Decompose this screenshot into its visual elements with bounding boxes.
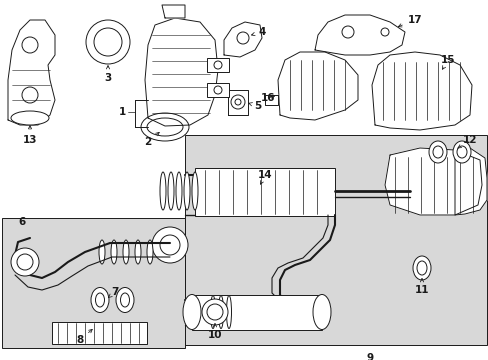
Ellipse shape	[416, 261, 426, 275]
Ellipse shape	[11, 111, 49, 125]
Polygon shape	[224, 22, 262, 57]
Polygon shape	[384, 148, 481, 215]
Circle shape	[380, 28, 388, 36]
Ellipse shape	[147, 240, 153, 264]
Circle shape	[86, 20, 130, 64]
Polygon shape	[8, 20, 55, 125]
Text: 6: 6	[19, 217, 25, 227]
Ellipse shape	[95, 293, 104, 307]
Ellipse shape	[99, 240, 105, 264]
Circle shape	[11, 248, 39, 276]
Circle shape	[22, 37, 38, 53]
Polygon shape	[227, 90, 247, 115]
Bar	[52, 322, 147, 344]
Bar	[195, 168, 334, 216]
Ellipse shape	[120, 293, 129, 307]
Ellipse shape	[210, 296, 215, 328]
Ellipse shape	[141, 113, 189, 141]
Circle shape	[17, 254, 33, 270]
Polygon shape	[162, 5, 184, 18]
Circle shape	[22, 87, 38, 103]
Circle shape	[202, 299, 227, 325]
Bar	[184, 135, 486, 345]
Text: 16: 16	[260, 93, 275, 103]
Text: 17: 17	[398, 15, 422, 27]
Text: 2: 2	[144, 132, 159, 147]
Circle shape	[230, 95, 244, 109]
Circle shape	[160, 235, 180, 255]
Circle shape	[237, 32, 248, 44]
Ellipse shape	[226, 296, 231, 328]
Circle shape	[214, 86, 222, 94]
Ellipse shape	[312, 294, 330, 329]
Bar	[192, 295, 321, 330]
Text: 11: 11	[414, 279, 428, 295]
Circle shape	[235, 99, 241, 105]
Bar	[206, 58, 228, 72]
Ellipse shape	[218, 296, 223, 328]
Ellipse shape	[111, 240, 117, 264]
Ellipse shape	[160, 172, 165, 210]
Ellipse shape	[147, 118, 183, 136]
Circle shape	[214, 61, 222, 69]
Text: 14: 14	[257, 170, 272, 184]
Polygon shape	[454, 148, 486, 215]
Ellipse shape	[428, 141, 446, 163]
Polygon shape	[264, 95, 278, 105]
Ellipse shape	[91, 288, 109, 312]
Text: 7: 7	[108, 287, 119, 298]
Text: 8: 8	[76, 329, 92, 345]
Circle shape	[94, 28, 122, 56]
Ellipse shape	[123, 240, 129, 264]
Text: 9: 9	[366, 353, 373, 360]
Text: 4: 4	[251, 27, 265, 37]
Polygon shape	[314, 15, 404, 55]
Polygon shape	[145, 18, 218, 126]
Circle shape	[152, 227, 187, 263]
Ellipse shape	[432, 146, 442, 158]
Bar	[206, 83, 228, 97]
Text: 12: 12	[457, 135, 476, 148]
Circle shape	[206, 304, 223, 320]
Text: 5: 5	[248, 101, 261, 111]
Ellipse shape	[116, 288, 134, 312]
Ellipse shape	[192, 172, 198, 210]
Bar	[2, 218, 184, 348]
Ellipse shape	[412, 256, 430, 280]
Text: 1: 1	[118, 107, 125, 117]
Ellipse shape	[183, 172, 190, 210]
Ellipse shape	[452, 141, 470, 163]
Polygon shape	[278, 52, 357, 120]
Text: 13: 13	[23, 126, 37, 145]
Ellipse shape	[168, 172, 174, 210]
Circle shape	[341, 26, 353, 38]
Ellipse shape	[176, 172, 182, 210]
Text: 15: 15	[440, 55, 454, 69]
Ellipse shape	[183, 294, 201, 329]
Polygon shape	[371, 52, 471, 130]
Text: 10: 10	[207, 324, 222, 340]
Ellipse shape	[135, 240, 141, 264]
Ellipse shape	[456, 146, 466, 158]
Text: 3: 3	[104, 66, 111, 83]
